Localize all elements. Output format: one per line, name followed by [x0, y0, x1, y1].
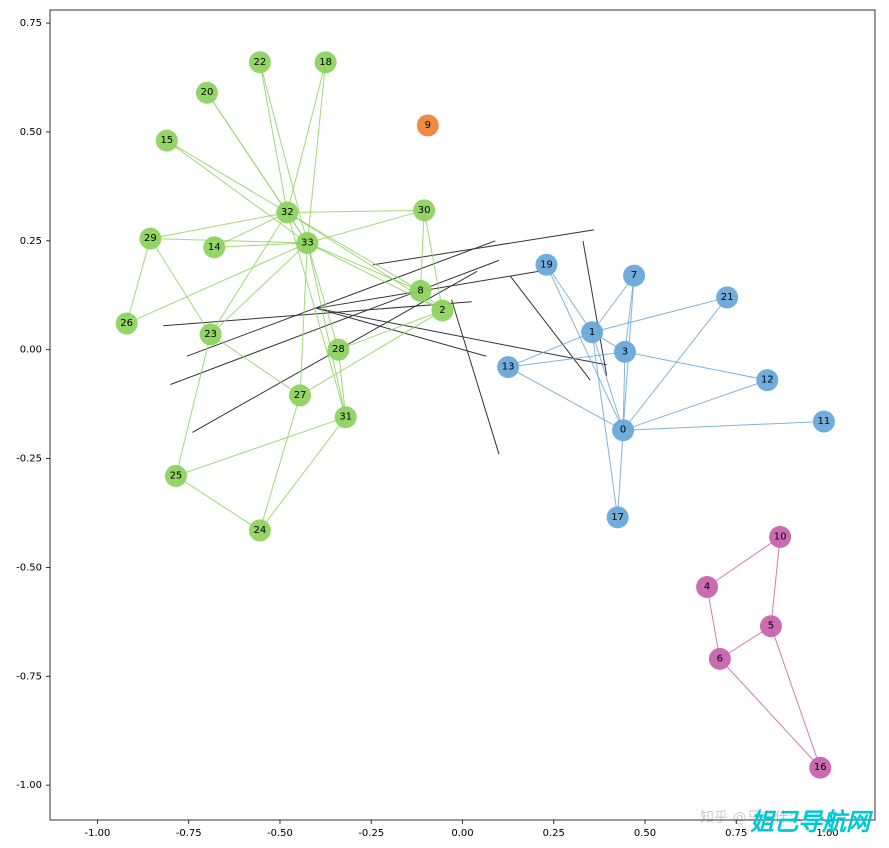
- node-label-28: 28: [332, 344, 345, 355]
- node-label-23: 23: [204, 329, 217, 340]
- node-label-24: 24: [254, 525, 267, 536]
- edge: [771, 537, 780, 626]
- node-label-5: 5: [768, 621, 774, 632]
- node-label-22: 22: [254, 57, 267, 68]
- edge-black: [373, 230, 594, 265]
- node-label-15: 15: [160, 135, 173, 146]
- node-label-16: 16: [814, 762, 827, 773]
- node-label-19: 19: [540, 259, 553, 270]
- node-label-13: 13: [502, 362, 515, 373]
- edge: [300, 310, 442, 395]
- y-tick-label: -0.50: [16, 562, 42, 573]
- edge: [167, 141, 287, 213]
- edge: [707, 537, 780, 587]
- edge: [260, 417, 346, 530]
- node-label-26: 26: [120, 318, 133, 329]
- network-graph: -1.00-0.75-0.50-0.250.000.250.500.751.00…: [0, 0, 889, 848]
- node-label-4: 4: [704, 582, 710, 593]
- node-label-2: 2: [439, 305, 445, 316]
- edge: [307, 243, 338, 350]
- node-label-21: 21: [721, 292, 734, 303]
- x-tick-label: -0.50: [267, 828, 293, 839]
- edge-black: [316, 308, 606, 365]
- node-label-9: 9: [425, 120, 431, 131]
- x-tick-label: 0.75: [725, 828, 747, 839]
- node-label-17: 17: [611, 512, 624, 523]
- node-label-6: 6: [717, 653, 723, 664]
- node-label-0: 0: [620, 425, 626, 436]
- edge: [260, 62, 287, 212]
- chart-container: -1.00-0.75-0.50-0.250.000.250.500.751.00…: [0, 0, 889, 848]
- edge: [176, 334, 211, 476]
- x-tick-label: -0.25: [358, 828, 384, 839]
- edge: [720, 659, 820, 768]
- x-tick-label: 0.00: [451, 828, 473, 839]
- edge: [618, 430, 623, 517]
- edge: [623, 297, 727, 430]
- node-label-20: 20: [201, 87, 214, 98]
- node-label-14: 14: [208, 242, 221, 253]
- edge: [176, 417, 346, 476]
- edge: [214, 243, 307, 247]
- node-label-1: 1: [589, 327, 595, 338]
- y-tick-label: -0.75: [16, 671, 42, 682]
- y-tick-label: -0.25: [16, 454, 42, 465]
- node-label-8: 8: [417, 285, 423, 296]
- node-label-25: 25: [170, 470, 183, 481]
- node-label-32: 32: [281, 207, 294, 218]
- node-label-33: 33: [301, 237, 314, 248]
- edge: [307, 210, 424, 243]
- edge: [623, 422, 824, 431]
- edge: [546, 265, 592, 333]
- node-label-7: 7: [631, 270, 637, 281]
- plot-border: [50, 10, 875, 820]
- edge-black: [163, 302, 471, 326]
- edge: [287, 210, 424, 212]
- node-label-27: 27: [294, 390, 307, 401]
- edge: [307, 243, 345, 417]
- x-tick-label: -0.75: [176, 828, 202, 839]
- node-label-31: 31: [339, 412, 352, 423]
- edge: [150, 239, 210, 335]
- edge: [546, 265, 623, 430]
- node-label-18: 18: [319, 57, 332, 68]
- edge: [176, 476, 260, 530]
- node-label-12: 12: [761, 375, 774, 386]
- node-label-30: 30: [418, 205, 431, 216]
- node-label-29: 29: [144, 233, 157, 244]
- x-tick-label: 0.50: [634, 828, 656, 839]
- x-tick-label: -1.00: [85, 828, 111, 839]
- x-tick-label: 0.25: [543, 828, 565, 839]
- edge: [300, 243, 307, 395]
- edge: [625, 352, 767, 380]
- node-label-10: 10: [774, 531, 787, 542]
- node-label-3: 3: [622, 346, 628, 357]
- edge: [260, 395, 300, 530]
- edge: [307, 243, 420, 291]
- edge: [421, 210, 425, 291]
- edge: [127, 239, 151, 324]
- y-tick-label: -1.00: [16, 780, 42, 791]
- edge-black: [510, 276, 590, 381]
- y-tick-label: 0.50: [20, 127, 42, 138]
- edge: [150, 213, 287, 239]
- edge: [623, 380, 767, 430]
- y-tick-label: 0.00: [20, 345, 42, 356]
- edge: [592, 297, 727, 332]
- edge: [211, 334, 300, 395]
- node-label-11: 11: [818, 416, 831, 427]
- y-tick-label: 0.25: [20, 236, 42, 247]
- edge-black: [452, 300, 499, 455]
- edge: [150, 239, 307, 243]
- watermark-nav: 姐己导航网: [750, 808, 874, 836]
- edge: [307, 62, 325, 243]
- edge: [771, 626, 820, 768]
- edge: [167, 141, 308, 243]
- y-tick-label: 0.75: [20, 18, 42, 29]
